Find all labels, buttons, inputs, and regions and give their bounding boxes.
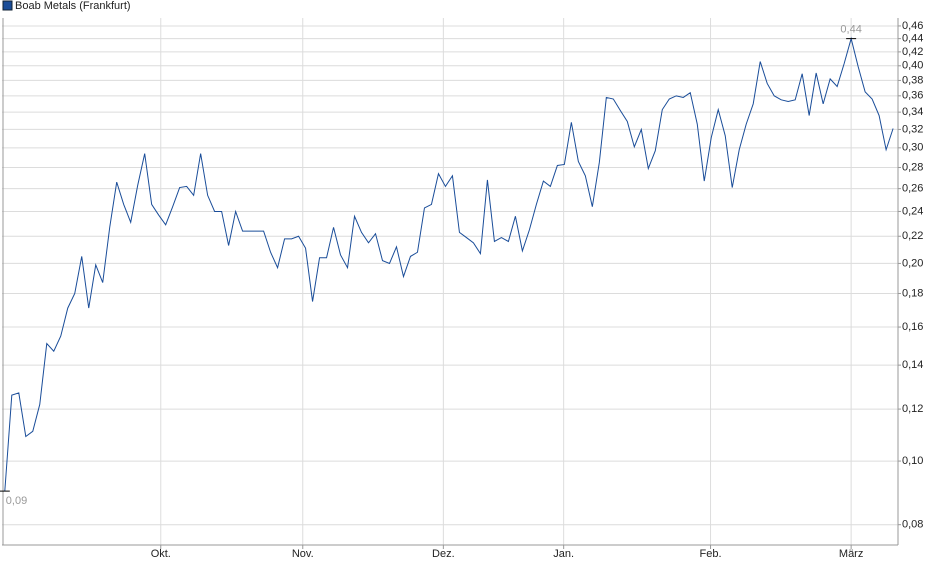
y-tick-label: 0,22 [902, 230, 923, 242]
y-tick-label: 0,08 [902, 519, 923, 531]
y-tick-label: 0,44 [902, 33, 923, 45]
y-tick-label: 0,46 [902, 20, 923, 32]
y-tick-label: 0,30 [902, 142, 923, 154]
price-line [4, 36, 894, 492]
y-tick-label: 0,26 [902, 183, 923, 195]
value-label: 0,09 [6, 495, 27, 507]
y-tick-label: 0,38 [902, 74, 923, 86]
y-tick-label: 0,18 [902, 287, 923, 299]
legend-swatch [2, 0, 13, 11]
y-tick-label: 0,16 [902, 321, 923, 333]
y-tick-label: 0,20 [902, 257, 923, 269]
y-tick-label: 0,40 [902, 60, 923, 72]
x-tick-label: Jan. [553, 548, 574, 560]
y-tick-label: 0,14 [902, 359, 923, 371]
legend-label: Boab Metals (Frankfurt) [15, 0, 131, 12]
y-tick-label: 0,32 [902, 123, 923, 135]
grid [2, 18, 898, 545]
y-tick-label: 0,42 [902, 46, 923, 58]
x-tick-label: Nov. [292, 548, 314, 560]
value-label: 0,44 [840, 24, 861, 36]
y-tick-label: 0,28 [902, 161, 923, 173]
x-tick-label: Feb. [700, 548, 722, 560]
y-tick-label: 0,12 [902, 403, 923, 415]
y-tick-label: 0,34 [902, 106, 923, 118]
y-tick-label: 0,36 [902, 90, 923, 102]
x-tick-label: Dez. [432, 548, 455, 560]
y-tick-label: 0,10 [902, 455, 923, 467]
x-tick-label: Okt. [151, 548, 171, 560]
legend: Boab Metals (Frankfurt) [2, 0, 131, 12]
x-tick-label: März [839, 548, 863, 560]
y-tick-label: 0,24 [902, 205, 923, 217]
